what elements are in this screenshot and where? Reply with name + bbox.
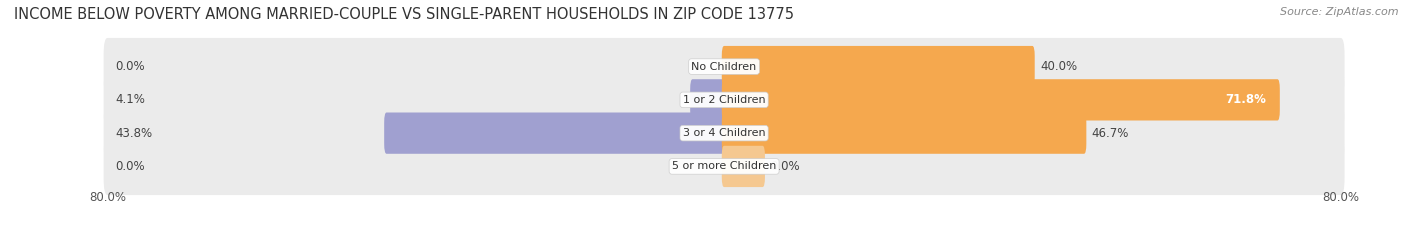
FancyBboxPatch shape — [384, 113, 727, 154]
FancyBboxPatch shape — [721, 113, 1087, 154]
Text: 1 or 2 Children: 1 or 2 Children — [683, 95, 765, 105]
Text: 0.0%: 0.0% — [770, 160, 800, 173]
Text: 3 or 4 Children: 3 or 4 Children — [683, 128, 765, 138]
FancyBboxPatch shape — [104, 71, 1344, 128]
Text: 43.8%: 43.8% — [115, 127, 152, 140]
Text: 71.8%: 71.8% — [1225, 93, 1265, 106]
Text: 40.0%: 40.0% — [1040, 60, 1077, 73]
FancyBboxPatch shape — [721, 146, 765, 187]
FancyBboxPatch shape — [104, 105, 1344, 162]
FancyBboxPatch shape — [104, 38, 1344, 95]
Text: 0.0%: 0.0% — [115, 160, 145, 173]
FancyBboxPatch shape — [104, 138, 1344, 195]
FancyBboxPatch shape — [721, 46, 1035, 87]
Text: 0.0%: 0.0% — [115, 60, 145, 73]
Text: 5 or more Children: 5 or more Children — [672, 161, 776, 171]
Text: Source: ZipAtlas.com: Source: ZipAtlas.com — [1281, 7, 1399, 17]
Text: 46.7%: 46.7% — [1091, 127, 1129, 140]
Text: No Children: No Children — [692, 62, 756, 72]
Text: INCOME BELOW POVERTY AMONG MARRIED-COUPLE VS SINGLE-PARENT HOUSEHOLDS IN ZIP COD: INCOME BELOW POVERTY AMONG MARRIED-COUPL… — [14, 7, 794, 22]
FancyBboxPatch shape — [690, 79, 727, 120]
Text: 4.1%: 4.1% — [115, 93, 145, 106]
FancyBboxPatch shape — [721, 79, 1279, 120]
